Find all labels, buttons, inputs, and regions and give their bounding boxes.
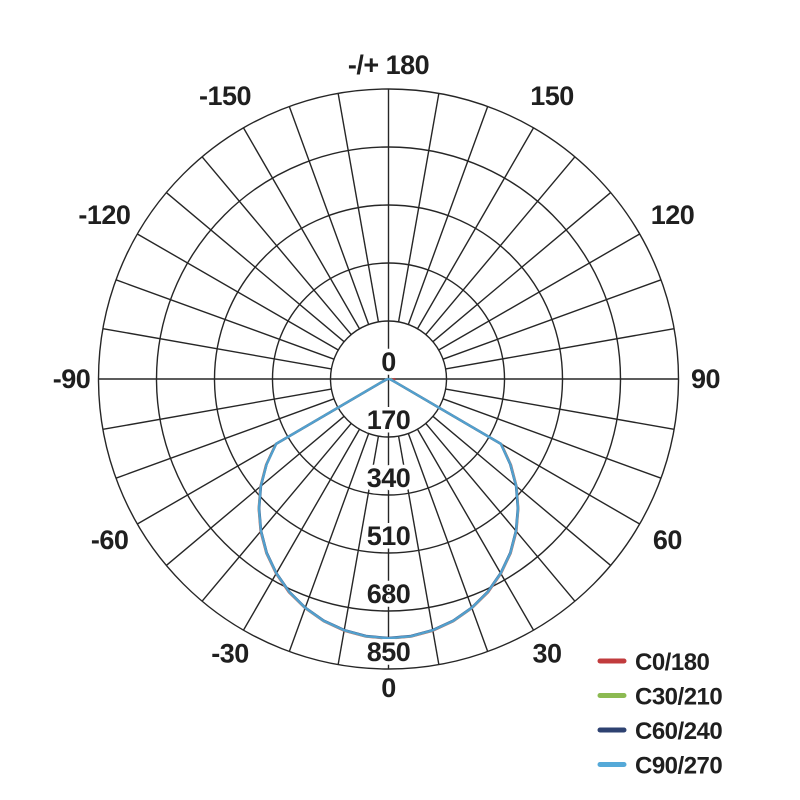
angle-label-60: 60 — [653, 525, 682, 555]
grid-spoke-230 — [165, 192, 345, 343]
grid-spoke-130 — [432, 192, 612, 343]
grid-spoke-140 — [425, 156, 576, 336]
angle-label--90: -90 — [53, 364, 91, 394]
angle-label-120: 120 — [651, 200, 695, 230]
grid-spoke-260 — [102, 327, 332, 370]
grid-spoke-100 — [445, 327, 675, 370]
grid-spoke-250 — [115, 279, 335, 360]
grid-spoke-280 — [102, 388, 332, 431]
radial-tick-label-510: 510 — [367, 521, 411, 551]
angle-label--120: -120 — [78, 200, 130, 230]
radial-tick-label-0: 0 — [381, 347, 396, 377]
angle-label-150: 150 — [530, 81, 574, 111]
grid-spoke-350 — [337, 435, 380, 665]
grid-spoke-10 — [397, 435, 440, 665]
grid-spoke-190 — [337, 93, 380, 323]
grid-spoke-310 — [165, 415, 345, 566]
legend-label-C0-180: C0/180 — [635, 649, 710, 676]
radial-tick-label-170: 170 — [367, 405, 411, 435]
grid-spoke-80 — [445, 388, 675, 431]
grid-spoke-240 — [137, 233, 339, 351]
grid-spoke-50 — [432, 415, 612, 566]
angle-label-180: -/+ 180 — [348, 50, 429, 80]
angle-label--30: -30 — [211, 639, 249, 669]
legend-label-C90-270: C90/270 — [635, 753, 722, 780]
angle-label-30: 30 — [532, 639, 561, 669]
grid-spoke-330 — [242, 428, 361, 631]
grid-spoke-20 — [407, 433, 489, 652]
grid-spoke-120 — [438, 233, 640, 351]
grid-spoke-290 — [115, 398, 335, 479]
grid-spoke-30 — [416, 428, 535, 631]
grid-spoke-40 — [425, 422, 576, 602]
angle-label--60: -60 — [91, 525, 129, 555]
legend-label-C60-240: C60/240 — [635, 718, 722, 745]
legend-label-C30-210: C30/210 — [635, 684, 722, 711]
angle-label-0: 0 — [381, 673, 396, 703]
angle-label-90: 90 — [691, 364, 720, 394]
grid-spoke-70 — [442, 398, 662, 479]
radial-tick-label-850: 850 — [367, 637, 411, 667]
grid-spoke-170 — [397, 93, 440, 323]
grid-spoke-160 — [407, 106, 489, 325]
grid-spoke-150 — [416, 127, 535, 330]
angle-label--150: -150 — [199, 81, 251, 111]
radial-tick-label-680: 680 — [367, 579, 411, 609]
grid-spoke-340 — [288, 433, 370, 652]
grid-spoke-110 — [442, 279, 662, 360]
grid-spoke-210 — [242, 127, 361, 330]
grid-spoke-200 — [288, 106, 370, 325]
radial-tick-label-340: 340 — [367, 463, 411, 493]
series-curve-C90-270 — [257, 377, 520, 640]
grid-spoke-220 — [201, 156, 352, 336]
grid-spoke-320 — [201, 422, 352, 602]
